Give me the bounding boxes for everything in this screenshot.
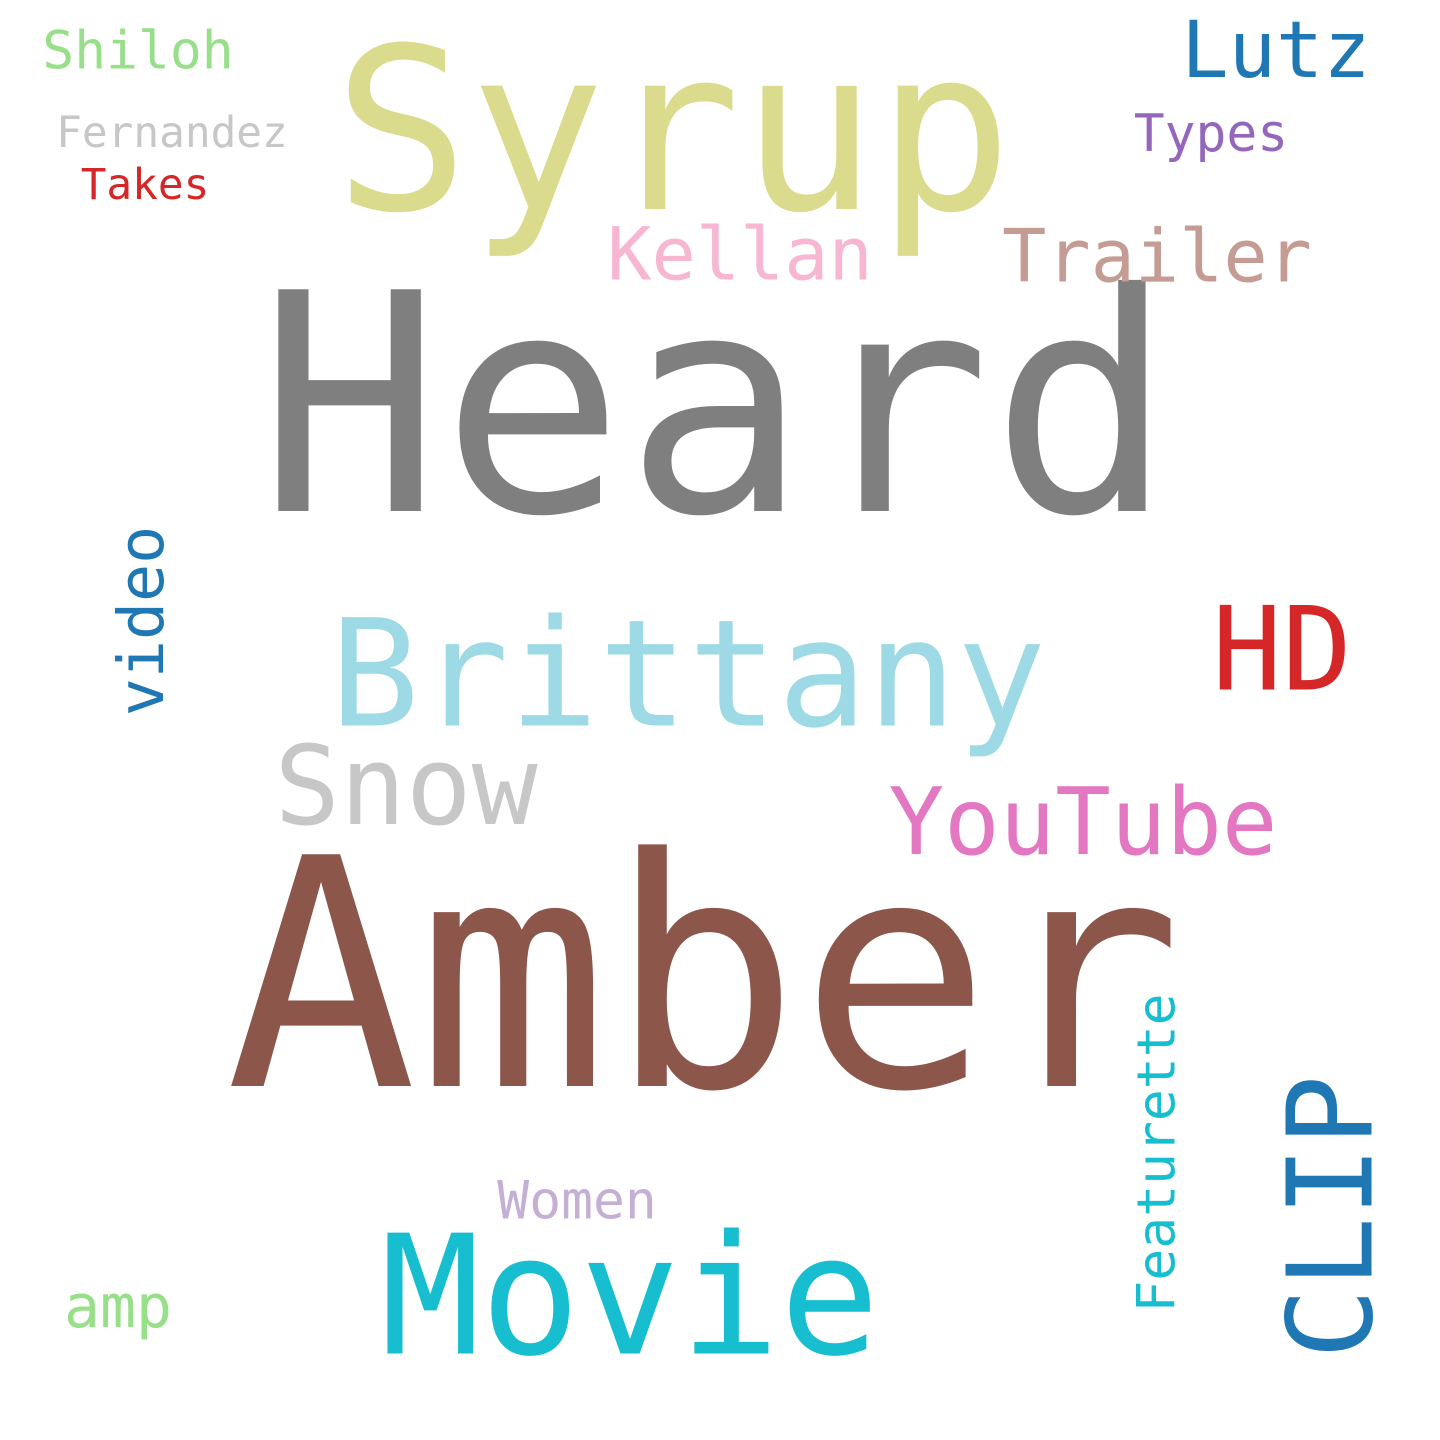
words-layer: Heard Amber Syrup Brittany Movie CLIP Yo… — [42, 1, 1399, 1394]
word-amp: amp — [64, 1272, 172, 1342]
word-trailer: Trailer — [1002, 215, 1312, 300]
word-shiloh: Shiloh — [42, 21, 233, 82]
word-youtube: YouTube — [889, 768, 1278, 876]
word-women: Women — [497, 1171, 657, 1232]
word-takes: Takes — [81, 160, 210, 210]
word-video: video — [104, 526, 178, 716]
word-snow: Snow — [274, 722, 538, 850]
word-brittany: Brittany — [330, 589, 1046, 762]
word-hd: HD — [1212, 583, 1352, 718]
word-lutz: Lutz — [1181, 4, 1370, 96]
word-clip: CLIP — [1263, 1075, 1400, 1359]
word-kellan: Kellan — [607, 213, 873, 298]
word-amber: Amber — [225, 791, 1182, 1161]
word-types: Types — [1134, 104, 1288, 164]
word-fernandez: Fernandez — [56, 108, 288, 158]
word-syrup: Syrup — [333, 1, 1012, 263]
word-movie: Movie — [381, 1201, 880, 1394]
word-featurette: Featurette — [1127, 994, 1188, 1313]
word-heard: Heard — [258, 229, 1174, 583]
